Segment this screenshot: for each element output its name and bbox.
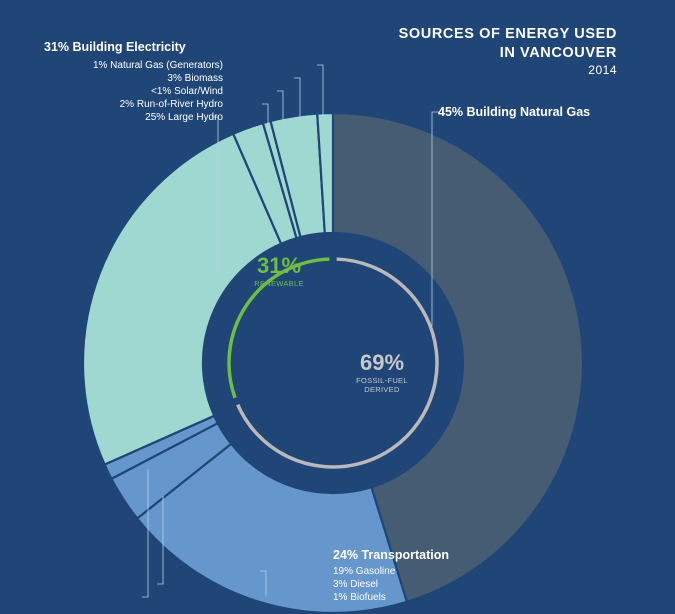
leader-biomass [294, 77, 301, 121]
label-biofuels: 1% Biofuels [333, 592, 386, 603]
inner-disc [203, 233, 463, 493]
leader-biofuels [142, 469, 149, 598]
label-natural-gas-generators: 1% Natural Gas (Generators) [92, 60, 223, 71]
fossil-label-line-1: FOSSIL-FUEL [356, 376, 408, 385]
leader-natural-gas-generators [317, 64, 324, 118]
leader-run-of-river-hydro [262, 103, 269, 132]
chart-title: SOURCES OF ENERGY USED IN VANCOUVER [399, 25, 617, 63]
title-line-2: IN VANCOUVER [499, 45, 617, 61]
leader-diesel [157, 495, 164, 585]
label-solar-wind: <1% Solar/Wind [151, 86, 223, 97]
inner-ring [227, 257, 439, 469]
renewable-ring-arc [227, 257, 330, 399]
donut-slices [81, 111, 585, 614]
label-gasoline: 19% Gasoline [333, 566, 396, 577]
renewable-label: RENEWABLE [254, 279, 304, 288]
label-run-of-river-hydro: 2% Run-of-River Hydro [119, 99, 223, 110]
fossil-ring-arc [236, 257, 439, 469]
leader-building-natural-gas [431, 111, 440, 327]
title-line-1: SOURCES OF ENERGY USED [398, 26, 617, 42]
label-biomass: 3% Biomass [167, 73, 223, 84]
leader-solar-wind [277, 90, 284, 126]
label-building-electricity: 31% Building Electricity [44, 40, 186, 54]
leader-large-hydro [212, 116, 219, 274]
label-building-natural-gas: 45% Building Natural Gas [438, 105, 591, 119]
leader-lines [142, 64, 440, 598]
fossil-percent: 69% [359, 350, 405, 375]
fossil-label-line-2: DERIVED [364, 385, 400, 394]
leader-gasoline [260, 570, 267, 597]
label-transportation: 24% Transportation [333, 548, 449, 562]
label-large-hydro: 25% Large Hydro [145, 112, 223, 123]
label-diesel: 3% Diesel [333, 579, 379, 590]
renewable-percent: 31% [256, 253, 302, 278]
chart-year: 2014 [588, 63, 617, 77]
